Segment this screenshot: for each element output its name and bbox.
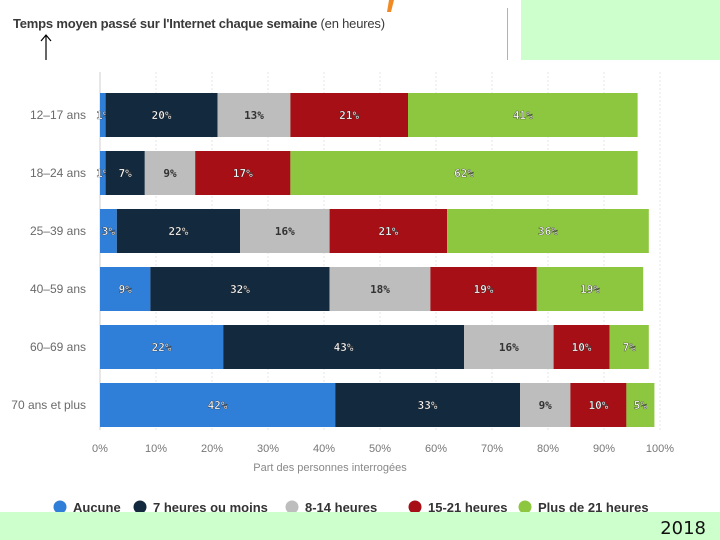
header-background: [521, 0, 720, 60]
data-label: 7%: [119, 167, 133, 180]
data-label: 3%: [102, 225, 116, 238]
bar-segment: [609, 325, 649, 369]
decorative-mark: [387, 0, 394, 12]
bar-segment: [100, 267, 151, 311]
category-label: 60–69 ans: [30, 340, 86, 354]
bar-segment: [329, 267, 431, 311]
data-label: 9%: [539, 399, 553, 412]
data-label: 18%: [370, 283, 390, 296]
bar-segment: [430, 267, 537, 311]
stacked-bar-chart: 0% 10% 20% 30% 40% 50% 60% 70% 80% 90% 100% Part de…: [11, 72, 674, 515]
x-tick-label: 30%: [257, 443, 279, 455]
bar-segment: [335, 383, 520, 427]
bar-segment: [105, 93, 218, 137]
bar-segment: [100, 93, 106, 137]
data-label: 21%: [378, 225, 398, 238]
category-label: 70 ans et plus: [11, 398, 86, 412]
data-label: 20%: [152, 109, 172, 122]
data-label: 10%: [572, 341, 592, 354]
data-label: 17%: [233, 167, 253, 180]
bar-segment: [100, 383, 336, 427]
x-tick-label: 40%: [313, 443, 335, 455]
bar-segment: [329, 209, 448, 253]
bar-segment: [100, 151, 106, 195]
legend-marker: [408, 500, 422, 514]
legend-label: 7 heures ou moins: [153, 500, 268, 515]
up-arrow-icon: [40, 34, 52, 60]
bar-segment: [536, 267, 644, 311]
x-tick-label: 0%: [92, 443, 108, 455]
data-label: 13%: [244, 109, 264, 122]
data-label: 19%: [580, 283, 600, 296]
chart-title-unit: (en heures): [320, 16, 385, 31]
data-label: 22%: [168, 225, 188, 238]
legend-label: Aucune: [73, 500, 121, 515]
data-label: 5%: [634, 399, 648, 412]
x-tick-label: 100%: [646, 443, 674, 455]
data-label: 16%: [499, 341, 519, 354]
data-label: 21%: [339, 109, 359, 122]
data-label: 7%: [623, 341, 637, 354]
data-label: 10%: [588, 399, 608, 412]
category-label: 25–39 ans: [30, 224, 86, 238]
bar-segment: [240, 209, 330, 253]
bar-segment: [100, 209, 117, 253]
x-axis-label: Part des personnes interrogées: [253, 462, 407, 474]
title-box: [11, 8, 508, 60]
footer-year: 2018: [660, 518, 706, 539]
legend-marker: [285, 500, 299, 514]
data-label: 33%: [418, 399, 438, 412]
legend-label: 8-14 heures: [305, 500, 377, 515]
x-tick-label: 70%: [481, 443, 503, 455]
data-label: 41%: [513, 109, 533, 122]
bar-segment: [116, 209, 240, 253]
bar-segment: [150, 267, 330, 311]
bar-segment: [105, 151, 145, 195]
bar-segment: [626, 383, 655, 427]
footer-band: [0, 512, 720, 540]
legend-label: Plus de 21 heures: [538, 500, 649, 515]
bar-segment: [553, 325, 610, 369]
data-label: 9%: [163, 167, 177, 180]
category-label: 18–24 ans: [30, 166, 86, 180]
legend-marker: [518, 500, 532, 514]
legend-marker: [53, 500, 67, 514]
data-label: 19%: [474, 283, 494, 296]
bar-segment: [447, 209, 649, 253]
bar-segment: [100, 325, 224, 369]
data-label: 22%: [152, 341, 172, 354]
legend-marker: [133, 500, 147, 514]
bar-segment: [520, 383, 571, 427]
bar-segment: [570, 383, 627, 427]
bar-segment: [290, 93, 408, 137]
data-label: 32%: [230, 283, 250, 296]
bar-segment: [144, 151, 196, 195]
data-label: 16%: [275, 225, 295, 238]
category-label: 12–17 ans: [30, 108, 86, 122]
data-label: 62%: [454, 167, 474, 180]
data-label: 36%: [538, 225, 558, 238]
bar-segment: [223, 325, 464, 369]
x-tick-label: 60%: [425, 443, 447, 455]
x-tick-label: 20%: [201, 443, 223, 455]
x-tick-label: 10%: [145, 443, 167, 455]
bar-segment: [290, 151, 638, 195]
chart-title: Temps moyen passé sur l'Internet chaque …: [13, 16, 385, 31]
x-tick-label: 50%: [369, 443, 391, 455]
category-label: 40–59 ans: [30, 282, 86, 296]
bar-segment: [408, 93, 638, 137]
x-tick-label: 80%: [537, 443, 559, 455]
bar-segment: [464, 325, 554, 369]
data-label: 43%: [334, 341, 354, 354]
data-label: 9%: [119, 283, 133, 296]
data-label: 42%: [208, 399, 228, 412]
bar-segment: [217, 93, 291, 137]
legend-label: 15-21 heures: [428, 500, 508, 515]
x-tick-label: 90%: [593, 443, 615, 455]
chart-title-text: Temps moyen passé sur l'Internet chaque …: [13, 16, 318, 31]
bar-segment: [195, 151, 291, 195]
